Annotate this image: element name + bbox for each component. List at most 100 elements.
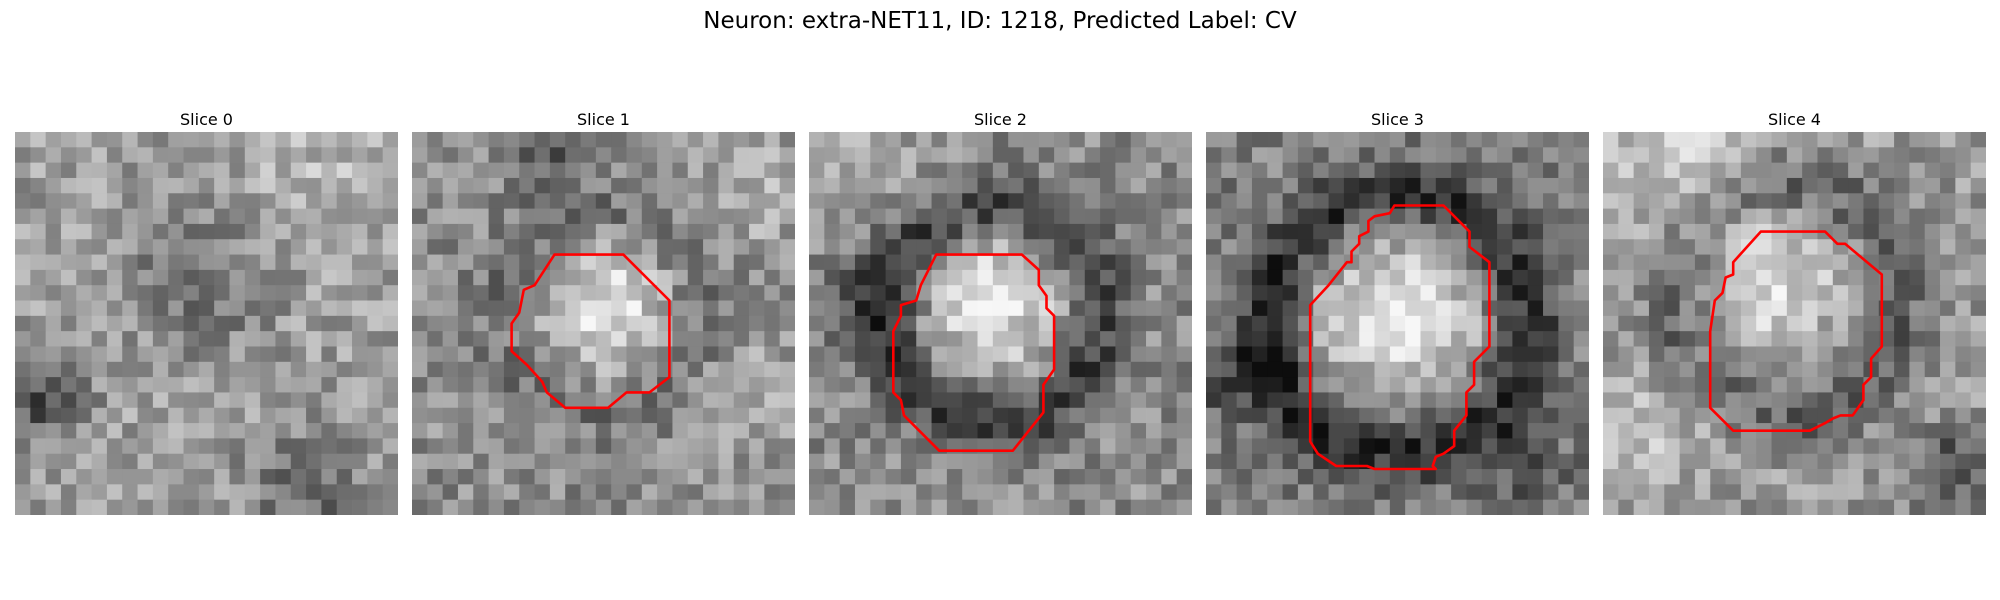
pixel <box>1618 285 1635 301</box>
pixel <box>137 239 154 255</box>
pixel <box>1359 285 1375 301</box>
pixel <box>1420 147 1437 164</box>
pixel <box>1603 423 1619 439</box>
pixel <box>1543 484 1559 501</box>
pixel <box>565 423 581 439</box>
pixel <box>503 438 520 455</box>
pixel <box>962 484 978 501</box>
pixel <box>626 193 643 209</box>
pixel <box>1359 423 1375 439</box>
pixel <box>321 469 338 485</box>
pixel <box>672 269 689 286</box>
pixel <box>1206 392 1222 409</box>
pixel <box>549 407 566 424</box>
pixel <box>457 147 474 164</box>
pixel <box>1664 407 1680 424</box>
pixel <box>1817 285 1834 301</box>
pixel <box>1694 469 1711 485</box>
pixel <box>76 162 92 179</box>
pixel <box>275 285 292 301</box>
pixel <box>1527 300 1544 317</box>
pixel <box>229 162 246 179</box>
pixel <box>1069 361 1086 378</box>
pixel <box>1878 484 1895 501</box>
pixel <box>1420 331 1437 347</box>
pixel <box>1161 331 1178 347</box>
pixel <box>1267 162 1283 179</box>
pixel <box>275 346 292 363</box>
pixel <box>1618 300 1635 317</box>
pixel <box>306 193 322 209</box>
pixel <box>1206 285 1222 301</box>
pixel <box>1267 407 1283 424</box>
pixel <box>1664 499 1680 515</box>
pixel <box>565 315 581 332</box>
pixel <box>1206 239 1222 255</box>
pixel <box>106 331 123 347</box>
pixel <box>764 254 781 271</box>
pixel <box>15 177 31 194</box>
pixel <box>1328 239 1345 255</box>
pixel <box>900 346 917 363</box>
pixel <box>703 193 719 209</box>
pixel <box>1251 453 1268 470</box>
pixel <box>427 346 444 363</box>
pixel <box>1328 162 1345 179</box>
pixel <box>870 377 886 393</box>
pixel <box>1512 484 1529 501</box>
pixel <box>1251 438 1268 455</box>
pixel <box>992 499 1009 515</box>
pixel <box>1955 361 1972 378</box>
pixel <box>718 223 735 240</box>
pixel <box>1832 223 1849 240</box>
pixel <box>718 469 735 485</box>
pixel <box>442 346 459 363</box>
pixel <box>824 223 841 240</box>
pixel <box>290 469 307 485</box>
pixel <box>1146 438 1162 455</box>
pixel <box>962 239 978 255</box>
pixel <box>1389 423 1406 439</box>
pixel <box>260 269 276 286</box>
pixel <box>1894 346 1910 363</box>
pixel <box>1054 254 1070 271</box>
pixel <box>595 223 612 240</box>
pixel <box>809 315 825 332</box>
pixel <box>1374 377 1391 393</box>
pixel <box>1740 132 1757 148</box>
pixel <box>1756 469 1772 485</box>
pixel <box>260 407 276 424</box>
pixel <box>870 208 886 225</box>
pixel <box>931 162 948 179</box>
pixel <box>977 177 994 194</box>
pixel <box>198 377 215 393</box>
pixel <box>352 193 368 209</box>
pixel <box>442 423 459 439</box>
pixel <box>1451 177 1467 194</box>
pixel <box>1756 132 1772 148</box>
pixel <box>1420 254 1437 271</box>
pixel <box>641 484 658 501</box>
pixel <box>168 177 184 194</box>
pixel <box>962 162 978 179</box>
pixel <box>1100 407 1116 424</box>
pixel <box>1573 484 1589 501</box>
pixel <box>1451 208 1467 225</box>
pixel <box>626 469 643 485</box>
pixel <box>870 453 886 470</box>
pixel <box>412 269 428 286</box>
pixel <box>183 407 200 424</box>
slice-title: Slice 4 <box>1768 110 1821 129</box>
pixel <box>306 147 322 164</box>
pixel <box>1282 193 1299 209</box>
pixel <box>367 361 384 378</box>
pixel <box>1497 423 1513 439</box>
pixel <box>611 147 627 164</box>
pixel <box>1161 193 1178 209</box>
pixel <box>352 438 368 455</box>
pixel <box>1282 484 1299 501</box>
pixel <box>214 208 230 225</box>
pixel <box>931 361 948 378</box>
pixel <box>1420 162 1437 179</box>
pixel <box>1543 132 1559 148</box>
